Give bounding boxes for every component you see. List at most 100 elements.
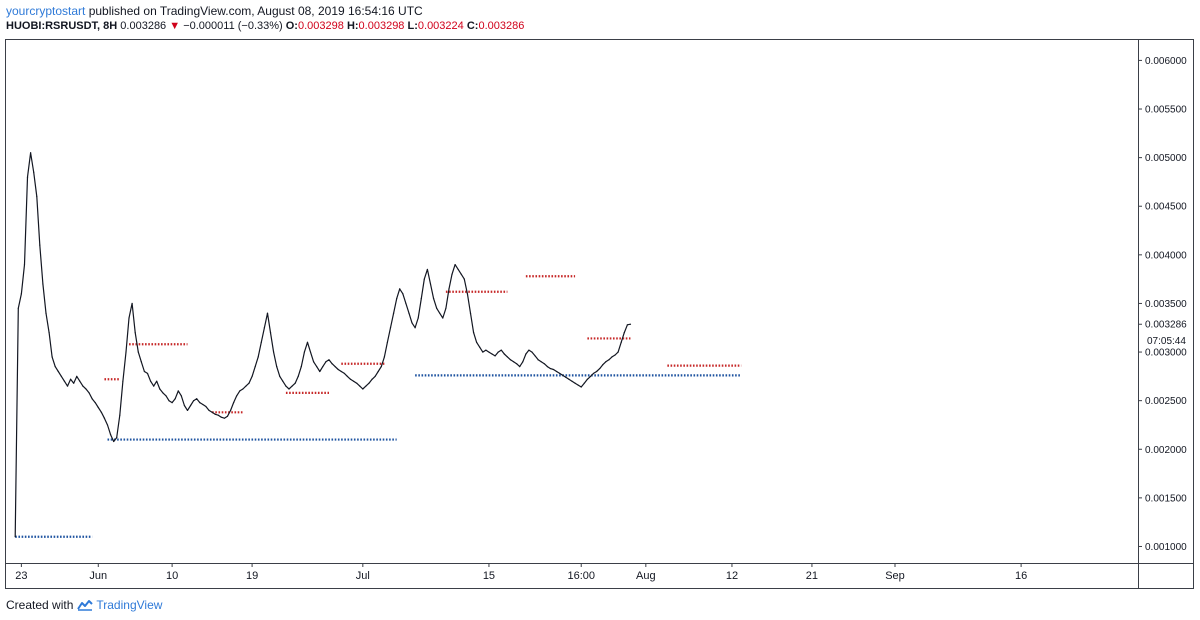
x-tick-label: 16:00 xyxy=(567,570,595,582)
price-point xyxy=(30,152,32,154)
x-tick-label: 15 xyxy=(483,570,495,582)
author-link[interactable]: yourcryptostart xyxy=(6,4,86,18)
price-point xyxy=(211,411,213,413)
price-point xyxy=(125,351,127,353)
price-point xyxy=(146,372,149,375)
y-tick-label: 0.001500 xyxy=(1145,493,1187,504)
price-point xyxy=(436,307,438,309)
price-point xyxy=(356,382,358,384)
price-point xyxy=(217,414,219,416)
price-point xyxy=(577,384,579,386)
price-point xyxy=(153,385,155,387)
price-point xyxy=(589,375,592,377)
price-point xyxy=(626,324,628,326)
price-point xyxy=(469,312,472,314)
open-value: 0.003298 xyxy=(297,20,344,32)
publish-line: yourcryptostart published on TradingView… xyxy=(6,4,423,18)
price-point xyxy=(103,417,106,419)
price-point xyxy=(233,402,235,404)
price-point xyxy=(51,356,53,358)
price-point xyxy=(334,366,336,368)
price-point xyxy=(534,355,536,357)
y-tick-label: 0.004500 xyxy=(1145,202,1187,213)
price-point xyxy=(42,283,44,285)
price-point xyxy=(383,356,385,358)
price-point xyxy=(143,370,146,373)
price-point xyxy=(417,317,419,319)
price-point xyxy=(328,359,330,361)
tradingview-logo-icon xyxy=(77,600,94,611)
chart-frame xyxy=(5,39,1194,589)
price-point xyxy=(592,372,595,375)
price-point xyxy=(183,404,186,407)
plot-border xyxy=(5,39,1194,589)
price-point xyxy=(251,375,253,377)
price-point xyxy=(432,297,435,300)
price-point xyxy=(106,424,109,426)
price-point xyxy=(303,351,305,353)
price-point xyxy=(494,355,496,357)
price-point xyxy=(540,361,542,363)
tradingview-link[interactable]: TradingView xyxy=(96,598,163,612)
price-point xyxy=(171,402,173,404)
price-point xyxy=(512,361,515,363)
price-point xyxy=(629,323,632,325)
price-point xyxy=(399,288,401,290)
price-point xyxy=(325,361,327,363)
price-point xyxy=(362,388,364,390)
price-point xyxy=(137,351,139,353)
price-point xyxy=(140,361,142,363)
price-point xyxy=(448,288,450,290)
price-point xyxy=(88,392,90,394)
price-point xyxy=(331,363,333,365)
price-point xyxy=(23,263,26,266)
price-point xyxy=(156,380,158,382)
y-tick-label: 0.003500 xyxy=(1145,299,1187,310)
price-point xyxy=(611,356,613,358)
price-point xyxy=(159,388,161,390)
price-axis[interactable]: 0.006000 0.005500 0.005000 0.004500 0.004000… xyxy=(1138,56,1187,553)
price-point xyxy=(223,417,226,419)
price-line xyxy=(14,152,631,537)
y-tick-label: 0.005000 xyxy=(1145,153,1187,164)
price-point xyxy=(463,278,465,280)
price-point xyxy=(340,370,342,373)
created-with-text: Created with xyxy=(6,598,74,612)
price-point xyxy=(559,372,561,375)
y-tick-label: 0.002000 xyxy=(1145,445,1187,456)
price-point xyxy=(266,312,269,314)
time-axis[interactable]: 23 Jun 10 19 Jul 15 16:00 Aug 12 21 Sep 16 xyxy=(15,563,1027,582)
price-point xyxy=(565,376,567,378)
price-point xyxy=(294,382,296,384)
price-point xyxy=(76,375,78,377)
price-point xyxy=(288,388,290,390)
price-point xyxy=(48,332,50,334)
price-point xyxy=(380,366,382,368)
y-tick-label: 0.003000 xyxy=(1145,348,1187,359)
price-point xyxy=(73,382,75,384)
price-point xyxy=(599,367,601,370)
close-label: C: xyxy=(466,20,479,32)
price-point xyxy=(506,356,509,358)
price-point xyxy=(39,244,41,246)
price-point xyxy=(583,382,585,384)
price-point xyxy=(119,414,121,416)
price-point xyxy=(485,349,487,351)
price-point xyxy=(242,388,244,390)
price-point xyxy=(429,283,432,285)
price-point xyxy=(316,366,318,368)
price-point xyxy=(26,176,29,178)
price-point xyxy=(552,368,555,371)
price-point xyxy=(423,278,425,280)
bar-countdown-label: 07:05:44 xyxy=(1147,336,1186,347)
price-point xyxy=(17,307,19,309)
price-point xyxy=(488,351,490,353)
price-point xyxy=(457,268,459,271)
price-point xyxy=(205,405,207,408)
last-price-value: 0.003286 xyxy=(120,20,167,32)
price-point xyxy=(245,385,247,387)
symbol-name: HUOBI:RSRUSDT, 8H xyxy=(6,20,118,32)
price-point xyxy=(454,263,456,266)
x-tick-label: Jun xyxy=(89,570,107,582)
